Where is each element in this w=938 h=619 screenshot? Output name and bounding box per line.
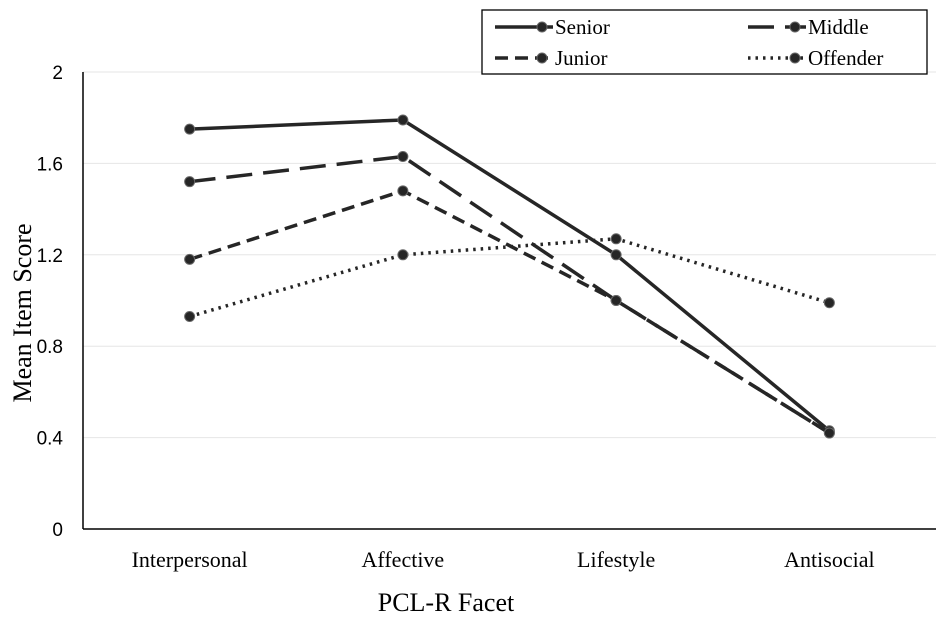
y-tick-label: 0.4 [37, 429, 64, 450]
x-tick-label: Interpersonal [132, 547, 248, 572]
legend-label: Junior [555, 46, 608, 70]
y-tick-labels: 0 0.4 0.8 1.2 1.6 2 [37, 63, 64, 541]
data-point-junior [184, 253, 196, 265]
x-axis-title: PCL-R Facet [378, 588, 515, 617]
data-point-offender [397, 249, 409, 261]
legend: Senior Middle Junior Offender [481, 9, 928, 75]
y-tick-label: 1.2 [37, 246, 63, 267]
series-line-middle [189, 154, 831, 435]
axes [82, 72, 936, 530]
series-offender [184, 233, 835, 322]
legend-marker [536, 52, 548, 64]
data-point-junior [397, 185, 409, 197]
y-tick-label: 1.6 [37, 154, 63, 175]
data-point-offender [823, 297, 835, 309]
data-point-middle [397, 151, 409, 163]
legend-item-senior: Senior [495, 15, 610, 39]
data-point-junior [610, 295, 622, 306]
legend-item-middle: Middle [748, 15, 869, 39]
y-tick-label: 0 [52, 520, 63, 541]
legend-label: Offender [808, 46, 883, 70]
data-point-senior [184, 123, 196, 135]
legend-box [481, 9, 928, 75]
data-point-offender [610, 233, 622, 245]
series-line-senior [189, 118, 831, 433]
legend-label: Middle [808, 15, 869, 39]
legend-marker [789, 21, 801, 33]
legend-marker [789, 52, 801, 64]
x-tick-label: Affective [362, 547, 445, 572]
legend-marker [536, 21, 548, 33]
data-point-junior [823, 427, 835, 439]
x-tick-label: Lifestyle [577, 547, 655, 572]
x-tick-labels: Interpersonal Affective Lifestyle Antisocia… [132, 547, 875, 572]
series-lines [184, 114, 835, 439]
y-axis-title: Mean Item Score [8, 223, 37, 402]
legend-item-junior: Junior [495, 46, 608, 70]
data-point-offender [184, 310, 196, 322]
data-point-senior [397, 114, 409, 126]
series-line-offender [189, 237, 830, 319]
legend-label: Senior [555, 15, 610, 39]
y-tick-label: 0.8 [37, 337, 63, 358]
legend-item-offender: Offender [748, 46, 883, 70]
series-line-junior [189, 188, 831, 435]
data-point-middle [184, 176, 196, 188]
y-tick-label: 2 [52, 63, 63, 84]
x-tick-label: Antisocial [784, 547, 874, 572]
series-junior [184, 185, 835, 439]
data-point-senior [610, 249, 622, 261]
series-middle [184, 151, 835, 439]
